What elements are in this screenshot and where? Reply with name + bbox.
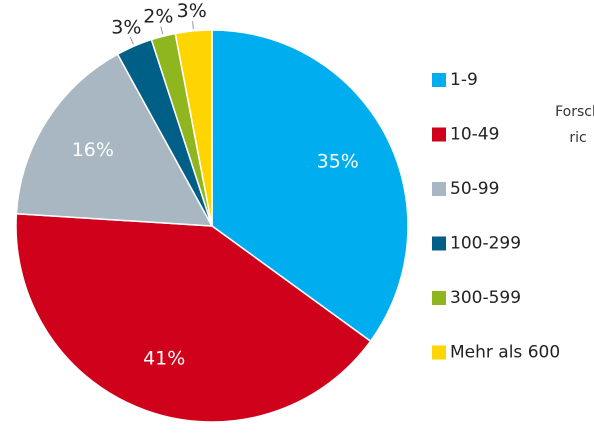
legend-swatch [432, 73, 446, 87]
legend-swatch [432, 182, 446, 196]
annotation: Forsch [555, 104, 594, 120]
legend-label: Mehr als 600 [450, 343, 560, 363]
legend-label: 10-49 [450, 125, 499, 145]
pie-slice [15, 212, 372, 423]
data-label: 35% [317, 150, 359, 172]
legend-swatch [432, 236, 446, 251]
pie-slice [174, 29, 213, 227]
legend-swatch [432, 345, 446, 360]
legend-swatch [432, 127, 446, 142]
data-label: 41% [143, 347, 185, 369]
annotation: ric [569, 130, 586, 146]
legend-label: 100-299 [450, 234, 521, 254]
legend-label: 50-99 [450, 179, 499, 199]
leader-line [160, 26, 164, 35]
data-label: 3% [111, 17, 141, 39]
data-label: 3% [177, 0, 207, 22]
leader-line [192, 21, 194, 29]
legend-label: 300-599 [450, 288, 521, 308]
legend-label: 1-9 [450, 70, 478, 90]
pie-slice [211, 29, 409, 343]
legend-swatch [432, 291, 446, 305]
data-label: 2% [143, 6, 173, 28]
leader-line [129, 36, 134, 45]
pie-slice [15, 53, 214, 227]
data-label: 16% [72, 139, 114, 161]
